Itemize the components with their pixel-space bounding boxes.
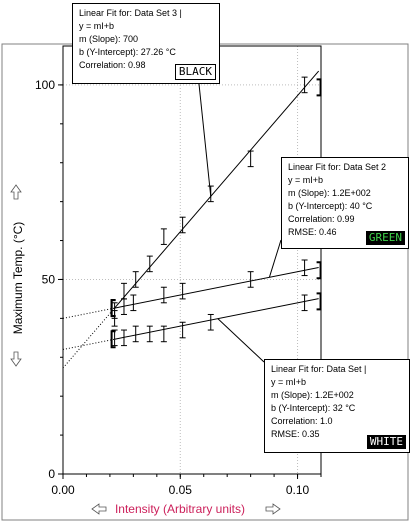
range-bracket-right [316,292,322,311]
data-point [120,282,127,300]
range-bracket-right [316,261,322,280]
fit-box-title: Linear Fit for: Data Set 2 [288,162,387,172]
fit-box-slope: m (Slope): 1.2E+002 [288,188,371,198]
fit-box-correlation: Correlation: 1.0 [271,416,333,426]
leader-lines [198,83,282,363]
x-tick-label: 0.00 [51,483,75,497]
fit-box-correlation: Correlation: 0.98 [79,60,146,70]
x-tick-label: 0.05 [169,483,193,497]
data-points [111,76,308,347]
leader-line [268,239,282,278]
fit-tag-green: GREEN [365,231,405,245]
fit-box-rmse: RMSE: 0.46 [288,227,337,237]
fit-box-title: Linear Fit for: Data Set | [271,364,367,374]
data-point [301,259,308,277]
data-point [120,329,127,347]
range-bracket-left [110,330,116,349]
x-axis-label: Intensity (Arbitrary units) [115,502,245,516]
y-tick-label: 100 [35,78,55,92]
data-point [160,325,167,343]
data-point [207,313,214,331]
data-point [146,255,153,273]
data-point [130,294,137,312]
grid-lines [63,46,321,474]
fit-box-equation: y = mI+b [288,175,324,185]
fit-line [114,298,319,340]
arrow-down-icon[interactable] [10,351,22,367]
data-point [132,271,139,288]
range-bracket-right [316,78,322,97]
data-point [179,321,186,339]
data-point [179,282,186,300]
fit-tag-black: BLACK [174,64,216,80]
arrow-left-icon[interactable] [91,503,107,515]
fit-box-rmse: RMSE: 0.35 [271,429,320,439]
axis-ticks: 0.00 0.05 0.10 0 50 100 [35,78,322,497]
fit-line [114,266,319,309]
data-point [247,150,254,168]
fit-tag-white: WHITE [366,435,406,449]
fit-line [114,70,320,309]
fit-box-data-set-2[interactable]: Linear Fit for: Data Set 2 y = mI+b m (S… [281,157,409,249]
data-point [160,228,167,245]
fit-box-intercept: b (Y-Intercept): 40 °C [288,201,373,211]
fit-box-intercept: b (Y-Intercept): 32 °C [271,403,356,413]
fit-box-title: Linear Fit for: Data Set 3 | [79,8,182,18]
data-point [301,294,308,312]
fit-box-slope: m (Slope): 700 [79,34,139,44]
data-point [179,216,186,234]
fit-line-extrapolated [62,307,115,369]
arrow-up-icon[interactable] [10,184,22,200]
leader-line [198,83,212,197]
data-point [247,271,254,288]
fit-box-correlation: Correlation: 0.99 [288,214,355,224]
fit-box-slope: m (Slope): 1.2E+002 [271,390,354,400]
range-bracket-left [110,299,116,318]
data-point [120,298,127,315]
fit-lines [62,70,320,369]
data-point [132,325,139,343]
fit-box-data-set-1[interactable]: Linear Fit for: Data Set | y = mI+b m (S… [264,359,410,453]
data-point [301,76,308,94]
leader-line [217,318,265,363]
fit-box-intercept: b (Y-Intercept): 27.26 °C [79,47,176,57]
data-point [160,286,167,304]
arrow-right-icon[interactable] [265,503,281,515]
fit-box-equation: y = mI+b [79,21,115,31]
fit-box-equation: y = mI+b [271,377,307,387]
y-tick-label: 50 [42,272,56,286]
fit-line-extrapolated [62,307,115,319]
y-tick-label: 0 [48,467,55,481]
data-point [146,325,153,343]
y-axis-label: Maximum Temp. (°C) [11,222,25,335]
fit-box-data-set-3[interactable]: Linear Fit for: Data Set 3 | y = mI+b m … [72,3,220,84]
x-tick-label: 0.10 [286,483,310,497]
fit-line-extrapolated [62,338,115,350]
